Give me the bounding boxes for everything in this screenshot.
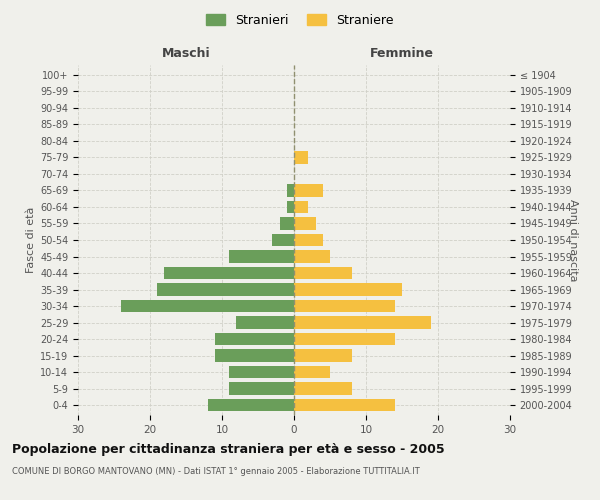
Bar — [294, 333, 395, 345]
Bar — [287, 184, 294, 196]
Bar — [229, 366, 294, 378]
Bar — [229, 382, 294, 395]
Bar — [294, 300, 395, 312]
Bar — [272, 234, 294, 246]
Bar — [157, 284, 294, 296]
Bar — [236, 316, 294, 328]
Bar — [121, 300, 294, 312]
Text: Popolazione per cittadinanza straniera per età e sesso - 2005: Popolazione per cittadinanza straniera p… — [12, 442, 445, 456]
Text: Maschi: Maschi — [161, 47, 211, 60]
Bar — [208, 399, 294, 411]
Bar — [294, 316, 431, 328]
Bar — [294, 152, 308, 164]
Bar — [229, 250, 294, 262]
Bar — [294, 184, 323, 196]
Bar — [294, 250, 330, 262]
Bar — [294, 284, 402, 296]
Bar — [294, 366, 330, 378]
Text: Femmine: Femmine — [370, 47, 434, 60]
Bar — [294, 267, 352, 279]
Bar — [280, 218, 294, 230]
Bar — [287, 201, 294, 213]
Y-axis label: Anni di nascita: Anni di nascita — [568, 198, 578, 281]
Bar — [294, 201, 308, 213]
Bar — [215, 350, 294, 362]
Bar — [164, 267, 294, 279]
Text: COMUNE DI BORGO MANTOVANO (MN) - Dati ISTAT 1° gennaio 2005 - Elaborazione TUTTI: COMUNE DI BORGO MANTOVANO (MN) - Dati IS… — [12, 468, 420, 476]
Bar — [294, 218, 316, 230]
Y-axis label: Fasce di età: Fasce di età — [26, 207, 36, 273]
Bar — [294, 382, 352, 395]
Bar — [294, 234, 323, 246]
Legend: Stranieri, Straniere: Stranieri, Straniere — [202, 8, 398, 32]
Bar — [215, 333, 294, 345]
Bar — [294, 399, 395, 411]
Bar — [294, 350, 352, 362]
